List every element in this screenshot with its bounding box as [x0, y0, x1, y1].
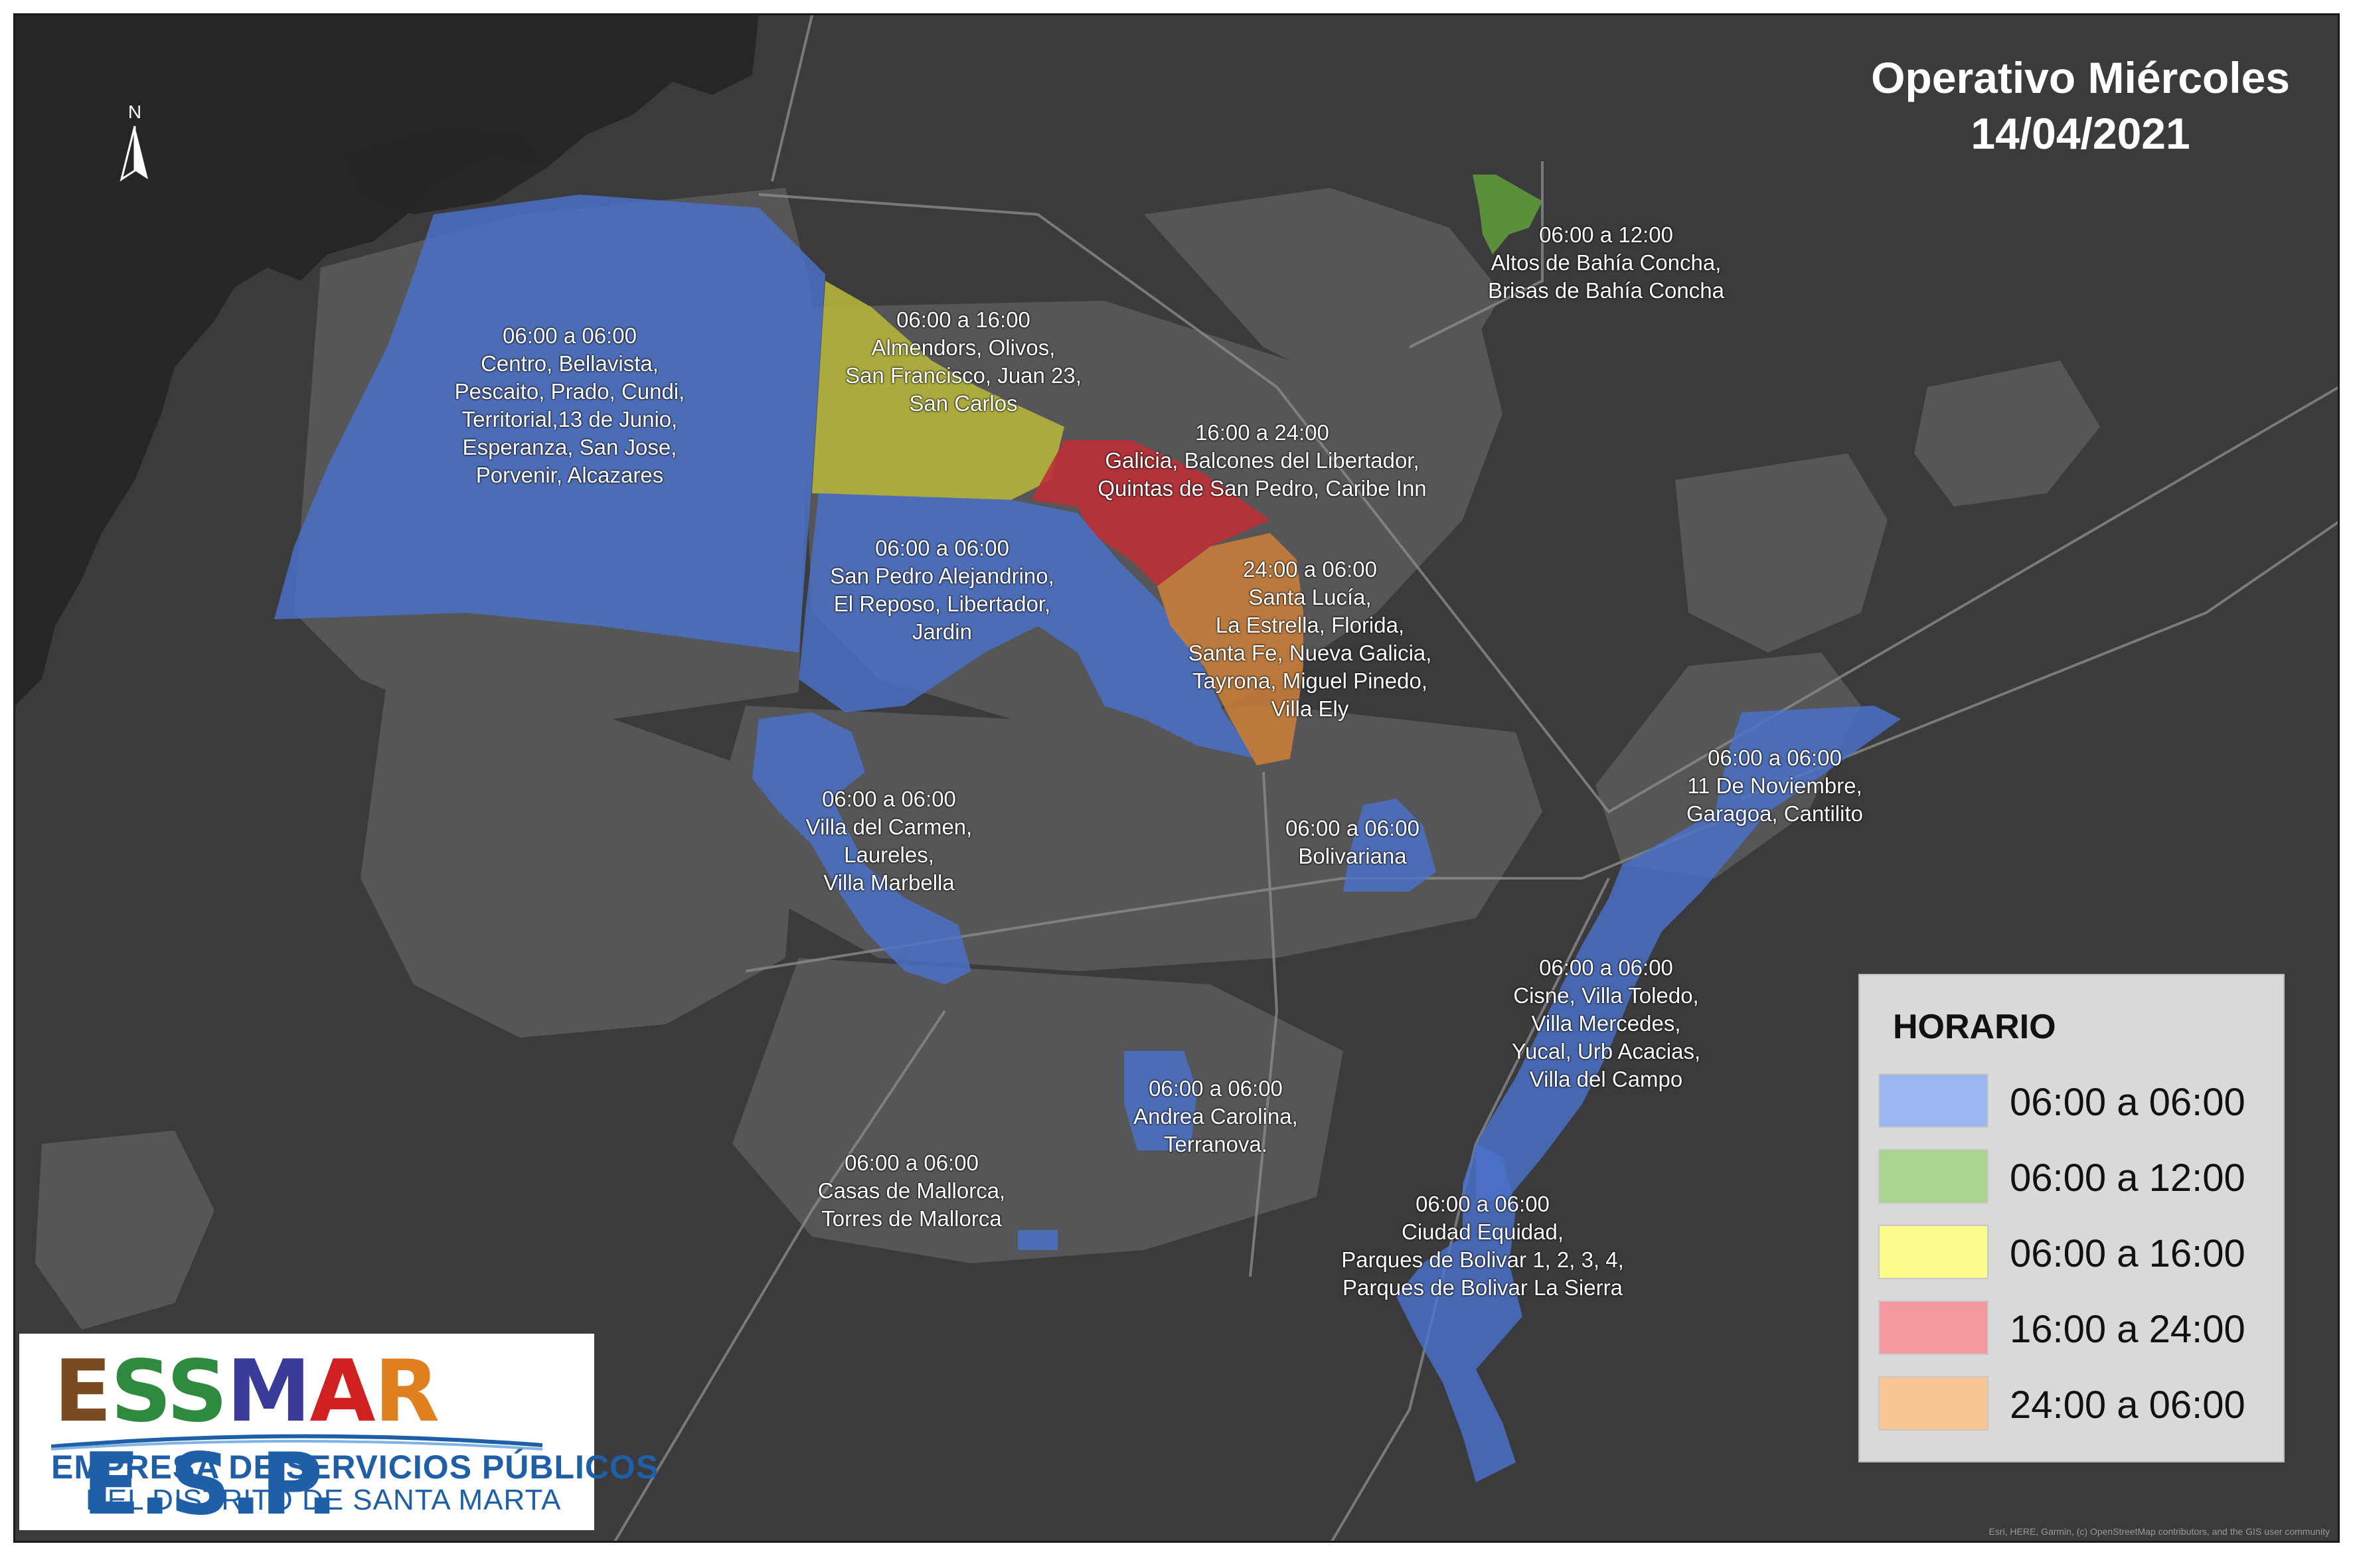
label-villa-carmen: 06:00 a 06:00 Villa del Carmen, Laureles, V… [805, 787, 973, 895]
label-bahia-concha: 06:00 a 12:00 Altos de Bahía Concha, Brisa… [1488, 222, 1724, 303]
legend-swatch [1878, 1376, 1988, 1431]
zone-once-noviembre [1715, 706, 1901, 812]
title-line-2: 14/04/2021 [1971, 109, 2190, 158]
map-canvas [15, 15, 2338, 1541]
zone-bolivariana [1343, 799, 1436, 892]
zone-almendros [812, 281, 1064, 500]
legend: HORARIO 06:00 a 06:00 06:00 a 12:00 06:0… [1858, 974, 2285, 1462]
essmar-logo: ESSMAR E.S.P. EMPRESA DE SERVICIOS PÚBLI… [19, 1334, 658, 1531]
logo-subtitle-1: EMPRESA DE SERVICIOS PÚBLICOS [51, 1449, 659, 1486]
logo-letter: A [309, 1342, 375, 1441]
zone-polygons [274, 175, 1901, 1482]
zone-san-pedro [799, 493, 1257, 759]
label-ciudad-equidad: 06:00 a 06:00 Ciudad Equidad, Parques de B… [1341, 1192, 1624, 1300]
label-andrea-carolina: 06:00 a 06:00 Andrea Carolina, Terranova. [1133, 1076, 1298, 1156]
map-title: Operativo Miércoles 14/04/2021 [1871, 50, 2290, 161]
legend-swatch [1878, 1073, 1988, 1128]
logo-letter: E.S.P. [82, 1435, 339, 1534]
logo-letter: E [54, 1342, 112, 1441]
legend-label: 06:00 a 06:00 [2010, 1081, 2245, 1124]
logo-swoosh-icon [51, 1434, 542, 1450]
label-once-noviembre: 06:00 a 06:00 11 De Noviembre, Garagoa, Ca… [1686, 745, 1863, 826]
label-san-pedro: 06:00 a 06:00 San Pedro Alejandrino, El Re… [830, 536, 1054, 644]
legend-title: HORARIO [1893, 1008, 2056, 1046]
north-arrow: N [115, 102, 155, 201]
zone-villa-carmen [752, 712, 971, 984]
zone-andrea-carolina [1124, 1051, 1197, 1150]
logo-letter: S [166, 1342, 228, 1441]
logo-subtitle-2: DEL DISTRITO DE SANTA MARTA [86, 1484, 562, 1516]
legend-label: 06:00 a 12:00 [2010, 1156, 2245, 1200]
map-attribution: Esri, HERE, Garmin, (c) OpenStreetMap co… [1988, 1526, 2330, 1537]
legend-label: 24:00 a 06:00 [2010, 1383, 2245, 1427]
zone-mallorca [1018, 1230, 1058, 1250]
legend-item: 06:00 a 12:00 [1878, 1149, 2277, 1205]
roads [613, 15, 2338, 1541]
title-line-1: Operativo Miércoles [1871, 53, 2290, 102]
north-arrow-icon [120, 125, 148, 182]
sea-area [15, 15, 759, 706]
legend-swatch [1878, 1225, 1988, 1279]
label-galicia: 16:00 a 24:00 Galicia, Balcones del Liber… [1097, 420, 1427, 501]
logo-letter: M [226, 1342, 311, 1441]
legend-swatch [1878, 1300, 1988, 1355]
legend-item: 16:00 a 24:00 [1878, 1300, 2277, 1356]
logo-letter: R [374, 1342, 440, 1441]
logo-letter: S [110, 1342, 167, 1441]
label-bolivariana: 06:00 a 06:00 Bolivariana [1285, 816, 1420, 868]
zone-ciudad-equidad [1396, 1144, 1522, 1482]
north-label: N [127, 102, 142, 122]
zone-galicia [1031, 440, 1270, 586]
label-almendros: 06:00 a 16:00 Almendors, Olivos, San Franc… [845, 307, 1082, 416]
legend-label: 06:00 a 16:00 [2010, 1232, 2245, 1275]
legend-item: 06:00 a 06:00 [1878, 1073, 2277, 1129]
map-frame: Operativo Miércoles 14/04/2021 N 06:00 a… [13, 13, 2340, 1543]
label-santa-lucia: 24:00 a 06:00 Santa Lucía, La Estrella, Fl… [1188, 557, 1432, 721]
sea-island [347, 128, 546, 214]
zone-cisne [1476, 812, 1768, 1204]
legend-item: 24:00 a 06:00 [1878, 1376, 2277, 1432]
label-mallorca: 06:00 a 06:00 Casas de Mallorca, Torres de… [817, 1150, 1006, 1231]
label-centro: 06:00 a 06:00 Centro, Bellavista, Pescaito… [454, 323, 685, 487]
legend-item: 06:00 a 16:00 [1878, 1225, 2277, 1281]
legend-swatch [1878, 1149, 1988, 1204]
zone-santa-lucia [1157, 533, 1303, 765]
zone-bahia-concha [1473, 175, 1542, 254]
label-cisne: 06:00 a 06:00 Cisne, Villa Toledo, Villa M… [1511, 955, 1701, 1091]
legend-label: 16:00 a 24:00 [2010, 1308, 2245, 1351]
logo-wordmark: ESSMAR E.S.P. [54, 1346, 594, 1531]
zone-centro [274, 195, 825, 653]
